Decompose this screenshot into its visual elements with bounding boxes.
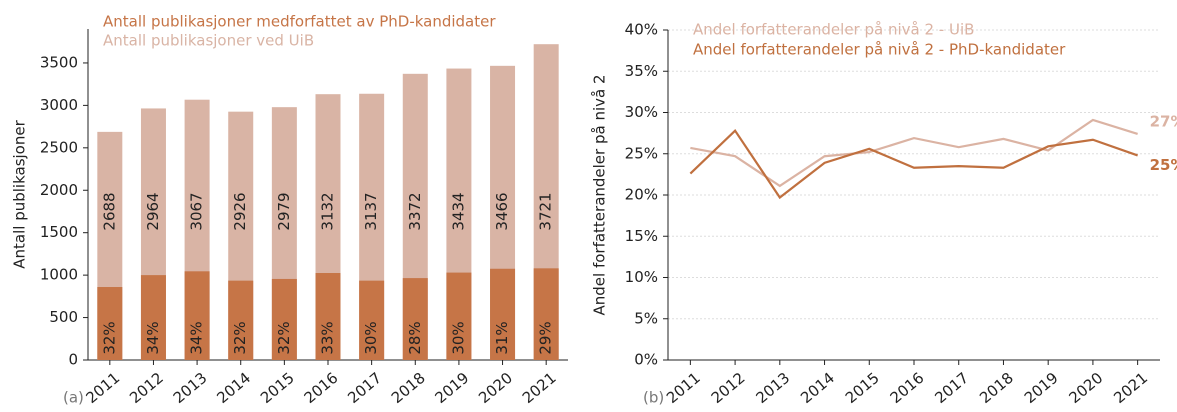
bar-label: 2688 <box>100 192 118 230</box>
y-tick-label: 3500 <box>40 53 78 71</box>
bar-label: 2964 <box>144 192 162 230</box>
bar <box>228 280 254 360</box>
bar <box>446 272 472 360</box>
bar <box>97 287 123 360</box>
x-tick-label: 2018 <box>388 369 429 407</box>
y-tick-label: 3000 <box>40 96 78 114</box>
x-tick-label: 2015 <box>842 369 883 407</box>
end-label: 27% <box>1150 112 1177 130</box>
bar <box>359 280 385 360</box>
x-tick-label: 2014 <box>797 369 838 407</box>
x-tick-label: 2016 <box>887 369 928 407</box>
bar <box>402 278 428 360</box>
legend-entry: Andel forfatterandeler på nivå 2 - UiB <box>693 21 974 39</box>
y-tick-label: 20% <box>625 186 658 204</box>
bar-label: 2926 <box>231 192 249 230</box>
x-tick-label: 2021 <box>1110 369 1151 407</box>
y-tick-label: 5% <box>634 309 658 327</box>
panel-label: (b) <box>643 389 664 407</box>
y-tick-label: 2500 <box>40 138 78 156</box>
x-tick-label: 2012 <box>126 369 167 407</box>
y-tick-label: 15% <box>625 227 658 245</box>
share-label: 34% <box>144 321 162 354</box>
y-axis-label: Andel forfatterandeler på nivå 2 <box>591 74 609 315</box>
bar-label: 2979 <box>275 192 293 230</box>
y-tick-label: 0 <box>68 351 78 369</box>
y-tick-label: 500 <box>49 308 78 326</box>
share-label: 30% <box>362 321 380 354</box>
line <box>689 128 1139 200</box>
x-tick-label: 2013 <box>170 369 211 407</box>
x-tick-label: 2019 <box>1021 369 1062 407</box>
bar <box>315 273 341 360</box>
x-tick-label: 2013 <box>752 369 793 407</box>
bar-label: 3466 <box>493 192 511 230</box>
y-tick-label: 1500 <box>40 223 78 241</box>
y-tick-label: 40% <box>625 21 658 39</box>
x-tick-label: 2011 <box>663 369 704 407</box>
y-tick-label: 10% <box>625 268 658 286</box>
x-tick-label: 2018 <box>976 369 1017 407</box>
bar-label: 3372 <box>406 192 424 230</box>
legend-entry: Andel forfatterandeler på nivå 2 - PhD-k… <box>693 41 1066 59</box>
end-label: 25% <box>1150 156 1177 174</box>
bar-label: 3132 <box>319 192 337 230</box>
x-tick-label: 2015 <box>257 369 298 407</box>
share-label: 32% <box>100 321 118 354</box>
y-axis-label: Antall publikasjoner <box>11 119 29 268</box>
bar <box>271 278 297 360</box>
panel-label: (a) <box>63 389 84 407</box>
x-tick-label: 2021 <box>519 369 560 407</box>
share-label: 31% <box>493 321 511 354</box>
x-tick-label: 2020 <box>475 369 516 407</box>
x-tick-label: 2016 <box>301 369 342 407</box>
line <box>690 118 1138 188</box>
bar <box>184 271 210 360</box>
y-tick-label: 2000 <box>40 181 78 199</box>
x-tick-label: 2020 <box>1066 369 1107 407</box>
x-tick-label: 2014 <box>213 369 254 407</box>
y-tick-label: 1000 <box>40 266 78 284</box>
bar <box>140 275 166 360</box>
share-label: 34% <box>188 321 206 354</box>
legend-entry: Antall publikasjoner ved UiB <box>103 32 314 50</box>
share-label: 30% <box>449 321 467 354</box>
bar-label: 3434 <box>449 192 467 230</box>
share-label: 28% <box>406 321 424 354</box>
bar <box>533 268 559 360</box>
share-label: 33% <box>319 321 337 354</box>
share-label: 32% <box>231 321 249 354</box>
x-tick-label: 2012 <box>708 369 749 407</box>
bar-label: 3137 <box>362 192 380 230</box>
y-tick-label: 25% <box>625 144 658 162</box>
legend-entry: Antall publikasjoner medforfattet av PhD… <box>103 13 496 31</box>
x-tick-label: 2011 <box>82 369 123 407</box>
bar-label: 3721 <box>537 192 555 230</box>
share-label: 29% <box>537 321 555 354</box>
x-tick-label: 2017 <box>344 369 385 407</box>
y-tick-label: 35% <box>625 62 658 80</box>
bar <box>490 268 516 360</box>
y-tick-label: 30% <box>625 103 658 121</box>
share-label: 32% <box>275 321 293 354</box>
y-tick-label: 0% <box>634 351 658 369</box>
x-tick-label: 2017 <box>931 369 972 407</box>
bar-label: 3067 <box>188 192 206 230</box>
x-tick-label: 2019 <box>432 369 473 407</box>
